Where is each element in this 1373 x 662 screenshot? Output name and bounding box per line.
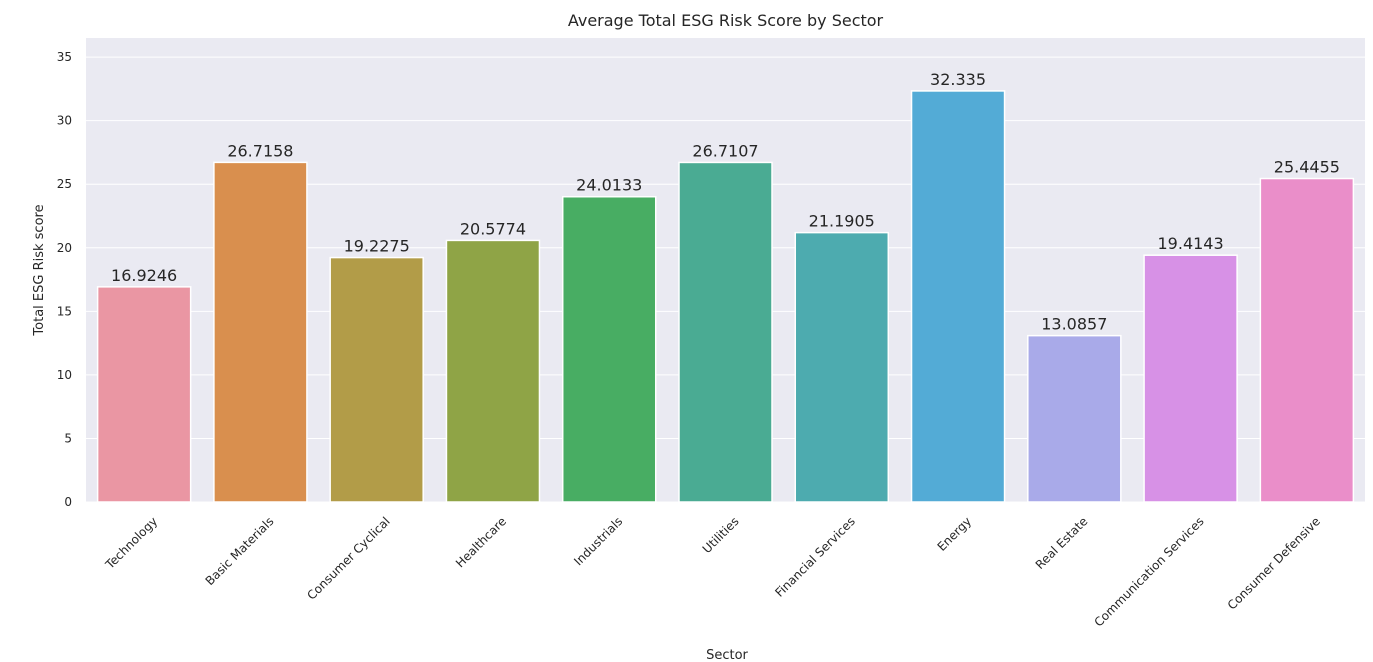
chart-title: Average Total ESG Risk Score by Sector [568, 11, 884, 30]
bars [96, 90, 1355, 503]
bar-value-label: 25.4455 [1274, 158, 1340, 177]
bar [329, 256, 424, 503]
x-tick-label: Consumer Defensive [1225, 514, 1323, 612]
x-tick-label: Industrials [571, 514, 625, 568]
x-axis-label: Sector [706, 648, 748, 662]
bar-value-label: 16.9246 [111, 266, 177, 285]
y-tick-label: 25 [57, 177, 72, 191]
y-tick-labels: 0 5 10 15 20 25 30 35 [57, 50, 72, 509]
x-tick-label: Healthcare [453, 514, 509, 570]
y-tick-label: 35 [57, 50, 72, 64]
bar [96, 286, 192, 503]
x-tick-label: Technology [102, 514, 160, 572]
y-tick-label: 5 [64, 431, 72, 445]
bar [910, 90, 1006, 503]
x-tick-label: Utilities [700, 514, 742, 556]
bar-value-label: 13.0857 [1041, 315, 1107, 334]
bar-value-label: 26.7158 [227, 141, 293, 160]
bar-value-label: 32.335 [930, 70, 986, 89]
bar-value-label: 26.7107 [692, 141, 758, 160]
x-tick-label: Basic Materials [203, 514, 277, 588]
x-tick-label: Financial Services [772, 514, 858, 600]
y-axis-label: Total ESG Risk score [32, 204, 47, 336]
data-labels: 16.9246 26.7158 19.2275 20.5774 24.0133 26.71… [111, 70, 1340, 334]
y-tick-label: 20 [57, 241, 72, 255]
bar [1027, 334, 1122, 503]
bar [213, 161, 308, 503]
bar [678, 161, 773, 503]
y-tick-label: 0 [64, 495, 72, 509]
bar-value-label: 24.0133 [576, 176, 642, 195]
bar-value-label: 19.2275 [344, 237, 410, 256]
bar-value-label: 21.1905 [809, 212, 875, 231]
x-tick-label: Real Estate [1033, 514, 1091, 572]
bar [1259, 177, 1355, 503]
x-tick-labels: Technology Basic Materials Consumer Cyclic… [102, 514, 1323, 629]
x-tick-label: Consumer Cyclical [304, 514, 392, 602]
y-tick-label: 10 [57, 368, 72, 382]
bar [1143, 254, 1238, 503]
bar-value-label: 20.5774 [460, 219, 526, 238]
y-tick-label: 15 [57, 304, 72, 318]
bar-value-label: 19.4143 [1158, 234, 1224, 253]
y-tick-label: 30 [57, 114, 72, 128]
bar [445, 239, 541, 503]
bar [561, 195, 657, 503]
x-tick-label: Communication Services [1091, 514, 1206, 629]
bar [794, 231, 890, 503]
x-tick-label: Energy [935, 514, 975, 554]
